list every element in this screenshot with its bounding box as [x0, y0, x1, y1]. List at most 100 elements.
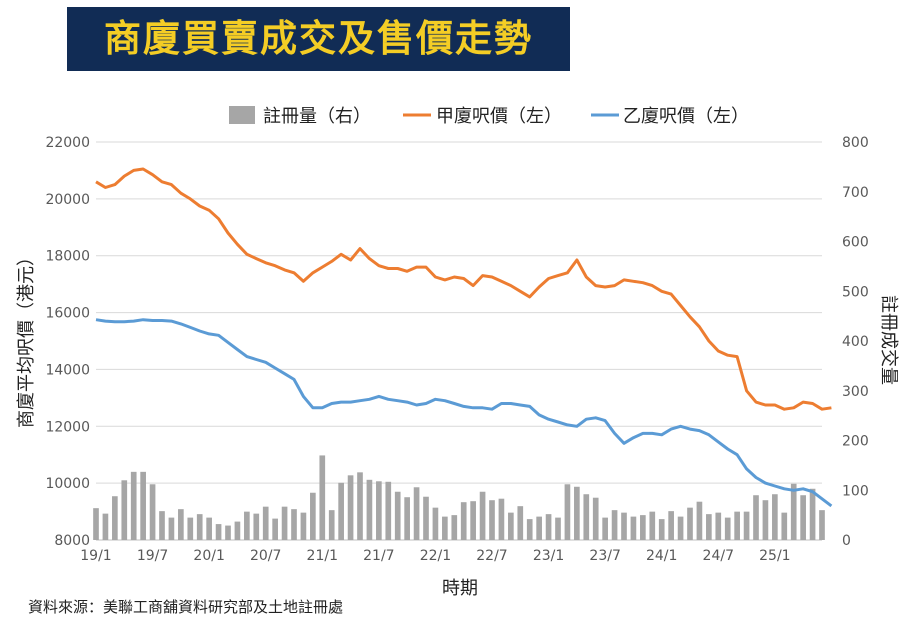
y-left-tick-label: 20000 [45, 192, 90, 208]
y-left-tick-label: 14000 [45, 362, 90, 378]
registration-bar [442, 516, 448, 540]
registration-bar [215, 524, 222, 540]
registration-bar [592, 497, 599, 540]
registration-bar [753, 495, 759, 540]
registration-bar [328, 510, 335, 540]
title-banner: 商廈買賣成交及售價走勢 [67, 7, 570, 71]
page-title: 商廈買賣成交及售價走勢 [104, 17, 533, 60]
registration-bar [630, 516, 637, 540]
registration-bar [168, 517, 175, 540]
registration-bar [149, 484, 156, 540]
y-right-tick-label: 200 [842, 434, 869, 450]
x-tick-label: 19/1 [80, 548, 111, 564]
y-left-tick-label: 12000 [45, 419, 90, 435]
x-tick-label: 20/7 [250, 548, 281, 564]
registration-bar [253, 513, 260, 540]
x-tick-label: 21/7 [363, 548, 394, 564]
registration-bar [178, 509, 184, 540]
registration-bar [696, 501, 703, 540]
registration-bar [526, 519, 533, 540]
registration-bar [385, 481, 392, 540]
registration-bar [545, 514, 552, 540]
y-left-tick-label: 8000 [54, 533, 90, 549]
registration-bar [404, 497, 410, 540]
y-right-tick-label: 0 [842, 533, 851, 549]
registration-bar [640, 515, 646, 540]
right-axis-label: 註冊成交量 [878, 295, 899, 385]
registration-bar [225, 525, 231, 540]
grade-b-price-line [95, 318, 833, 508]
x-axis-label: 時期 [442, 578, 478, 599]
registration-bar [262, 506, 269, 540]
y-right-tick-label: 300 [842, 384, 869, 400]
registration-bar [460, 502, 467, 540]
registration-bar [706, 514, 712, 540]
y-right-tick-label: 400 [842, 334, 869, 350]
x-tick-label: 20/1 [193, 548, 224, 564]
registration-bar [159, 511, 165, 540]
registration-bar [281, 506, 288, 540]
x-tick-label: 23/1 [533, 548, 564, 564]
price-lines [95, 167, 833, 508]
registration-bar [508, 512, 514, 540]
grade-a-price-line [95, 167, 832, 411]
registration-bar [574, 486, 580, 540]
registration-bar [432, 507, 439, 540]
registration-bar [338, 482, 344, 540]
registration-bar [555, 517, 561, 540]
legend-swatch-registrations [229, 106, 255, 124]
registration-bar [715, 512, 722, 540]
registration-bar [366, 479, 373, 540]
x-tick-label: 19/7 [137, 548, 168, 564]
source-note: 資料來源：美聯工商舖資料研究部及土地註冊處 [28, 598, 344, 616]
registration-bar [790, 483, 797, 540]
registration-bar [470, 501, 476, 540]
registration-bar [423, 496, 429, 540]
x-axis-ticks: 19/1 19/7 20/1 20/7 21/1 21/7 22/1 22/7 23/1 23/7… [80, 548, 790, 564]
registration-bar [187, 517, 194, 540]
registration-bar [649, 511, 656, 540]
registration-bar [394, 491, 401, 540]
registration-bar [668, 511, 674, 540]
registration-bar [130, 471, 137, 540]
x-tick-label: 24/7 [703, 548, 734, 564]
registration-bar [536, 516, 542, 540]
registration-bar [602, 517, 608, 540]
registration-bar [234, 521, 241, 540]
x-tick-label: 24/1 [646, 548, 677, 564]
registration-bar [772, 494, 778, 540]
y-right-tick-label: 800 [842, 135, 869, 151]
registration-bar [498, 498, 505, 540]
registration-bar [564, 484, 571, 540]
registration-bar [140, 471, 146, 540]
registration-bar [621, 512, 627, 540]
registration-bar [762, 500, 769, 540]
registration-bar [658, 519, 665, 540]
gridlines [96, 141, 822, 541]
registration-bar [489, 500, 495, 540]
registration-bar [819, 510, 825, 540]
registration-bar [734, 511, 740, 540]
x-tick-label: 22/7 [476, 548, 507, 564]
registration-bar [319, 455, 326, 540]
registration-bar [517, 506, 524, 540]
y-right-tick-label: 700 [842, 185, 869, 201]
registration-bar [272, 518, 278, 540]
registration-bar [800, 495, 806, 540]
legend-label-grade-a: 甲廈呎價（左） [436, 106, 562, 127]
registration-bar [121, 480, 128, 540]
y-right-tick-label: 500 [842, 284, 869, 300]
registration-bar [413, 487, 420, 540]
registration-bar [583, 494, 590, 540]
y-right-tick-label: 600 [842, 235, 869, 251]
y-left-tick-label: 22000 [45, 135, 90, 151]
registration-bar [206, 517, 212, 540]
y-left-tick-label: 16000 [45, 306, 90, 322]
x-tick-label: 22/1 [420, 548, 451, 564]
registration-bar [357, 472, 363, 540]
registration-bar [347, 475, 354, 540]
x-tick-label: 25/1 [759, 548, 790, 564]
registration-bar [809, 488, 816, 540]
registration-bar [687, 507, 693, 540]
